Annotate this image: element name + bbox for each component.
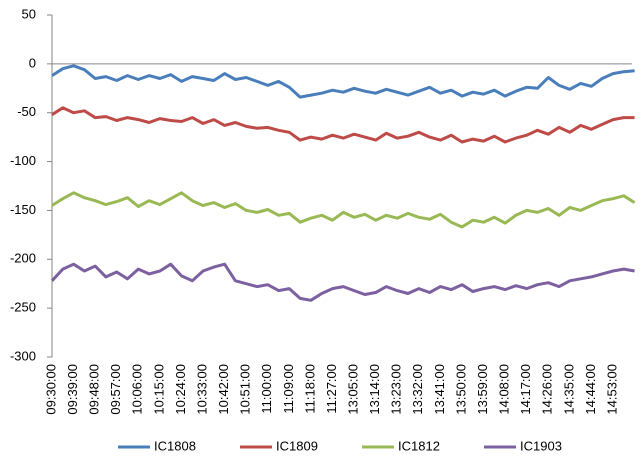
x-tick-label: 11:18:00: [302, 364, 317, 414]
x-tick-label: 14:17:00: [518, 364, 533, 415]
y-tick-label: -150: [10, 202, 36, 217]
x-tick-label: 14:44:00: [583, 364, 598, 415]
x-tick-label: 14:26:00: [540, 364, 555, 415]
x-tick-label: 10:06:00: [130, 364, 145, 415]
x-tick-label: 09:48:00: [87, 364, 102, 415]
x-tick-label: 14:35:00: [561, 364, 576, 415]
x-tick-label: 13:41:00: [432, 364, 447, 415]
x-tick-label: 09:39:00: [65, 364, 80, 415]
x-tick-label: 14:53:00: [604, 364, 619, 415]
x-tick-label: 13:50:00: [453, 364, 468, 415]
x-tick-label: 10:24:00: [173, 364, 188, 415]
series-line: [51, 64, 635, 99]
y-tick-label: -50: [17, 104, 36, 119]
y-tick-label: -100: [10, 153, 36, 168]
x-tick-label: 13:05:00: [346, 364, 361, 415]
x-tick-label: 10:15:00: [151, 364, 166, 415]
y-tick-label: -300: [10, 348, 36, 363]
x-tick-label: 11:27:00: [324, 364, 339, 414]
x-tick-label: 09:57:00: [108, 364, 123, 415]
legend-label: IC1903: [520, 438, 562, 453]
x-tick-label: 11:00:00: [259, 364, 274, 414]
y-tick-label: 50: [22, 6, 36, 21]
x-tick-label: 10:51:00: [238, 364, 253, 415]
x-tick-label: 10:33:00: [194, 364, 209, 415]
y-tick-label: 0: [29, 55, 36, 70]
x-tick-label: 13:23:00: [389, 364, 404, 415]
x-tick-label: 13:59:00: [475, 364, 490, 415]
legend-label: IC1812: [398, 438, 440, 453]
x-tick-label: 13:32:00: [410, 364, 425, 415]
legend-label: IC1809: [276, 438, 318, 453]
x-tick-label: 14:08:00: [497, 364, 512, 415]
x-tick-label: 13:14:00: [367, 364, 382, 415]
series-line: [51, 191, 636, 229]
x-tick-label: 09:30:00: [43, 364, 58, 415]
series-line: [51, 106, 635, 144]
y-tick-label: -200: [10, 251, 36, 266]
x-tick-label: 11:09:00: [281, 364, 296, 414]
x-tick-label: 10:42:00: [216, 364, 231, 415]
series-line: [50, 262, 635, 302]
legend-label: IC1808: [154, 438, 196, 453]
y-tick-label: -250: [10, 300, 36, 315]
